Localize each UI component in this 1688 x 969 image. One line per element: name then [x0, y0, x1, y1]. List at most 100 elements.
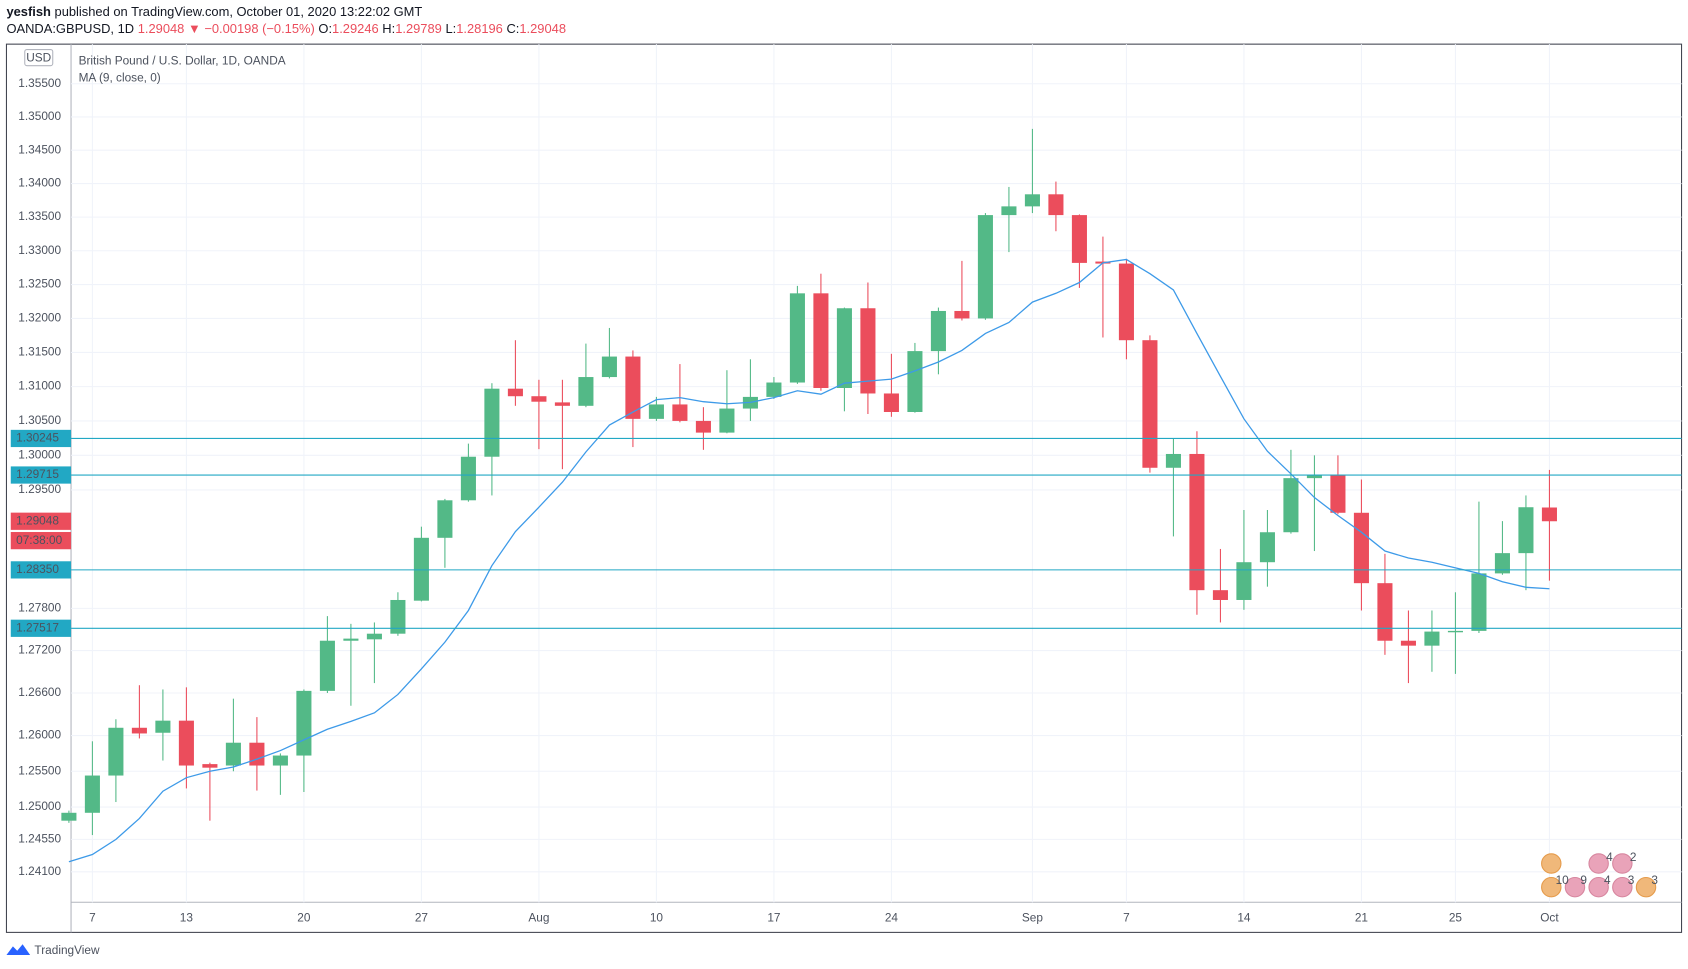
hline-label: 1.30245: [16, 431, 59, 445]
candle-body: [437, 500, 453, 538]
candle-body: [1165, 453, 1181, 468]
candle-body: [1048, 194, 1064, 216]
countdown-label: 07:38:00: [16, 533, 62, 547]
events: 4 2 10 9 4 3 3: [1541, 850, 1658, 898]
symbol: OANDA:GBPUSD, 1D: [6, 22, 134, 37]
event-icon: [1588, 853, 1609, 874]
chart-title: British Pound / U.S. Dollar, 1D, OANDA: [79, 53, 286, 67]
legend-entry: MA (9, close, 0): [79, 71, 161, 85]
candle-body: [1400, 640, 1416, 646]
brand: TradingView: [34, 943, 100, 957]
last-price-bg: [10, 512, 72, 530]
candle-body: [225, 742, 241, 766]
author: yesfish: [6, 4, 51, 19]
brand-logo: [6, 944, 31, 956]
event-icon: [1541, 876, 1562, 898]
candle-body: [202, 764, 218, 768]
frame: [5, 43, 1683, 933]
change: ▼ −0.00198 (−0.15%): [188, 22, 315, 37]
x-tick-label: Sep: [1022, 911, 1043, 925]
event-count: 2: [1630, 850, 1637, 864]
hline-label-bg: [10, 466, 72, 484]
hline-label-bg: [10, 429, 72, 448]
candle-body: [883, 393, 899, 412]
candle-body: [249, 742, 265, 766]
candle-body: [601, 356, 617, 378]
event-icon: [1541, 853, 1562, 874]
candle-body: [1541, 507, 1557, 522]
candle-body: [1447, 630, 1463, 633]
x-tick-label: 17: [767, 911, 780, 925]
y-tick-label: 1.29500: [18, 482, 61, 496]
y-tick-label: 1.31000: [18, 379, 61, 393]
candle-body: [507, 388, 523, 397]
event-count: 10: [1556, 873, 1570, 887]
event-icon: [1635, 876, 1657, 898]
candle-body: [860, 308, 876, 394]
x-tick-label: 7: [89, 911, 96, 925]
candle-body: [1283, 478, 1299, 533]
last: 1.29048: [138, 22, 185, 37]
candle-body: [1142, 340, 1158, 468]
hline-label-bg: [10, 561, 72, 579]
x-tick-label: 7: [1123, 911, 1130, 925]
candle-body: [460, 456, 476, 501]
candle-body: [296, 690, 312, 756]
candle-body: [1212, 590, 1228, 600]
candle-body: [813, 293, 829, 388]
y-tick-label: 1.24550: [18, 832, 61, 846]
candle-body: [531, 396, 547, 402]
event-icon: [1612, 876, 1633, 898]
x-tick-label: 24: [885, 911, 899, 925]
x-tick-label: Oct: [1540, 911, 1559, 925]
candle-body: [343, 638, 359, 641]
y-tick-label: 1.34500: [18, 142, 61, 156]
hline-label: 1.29715: [16, 467, 59, 481]
candle-body: [672, 404, 688, 421]
currency-box: [24, 48, 54, 67]
candle-body: [366, 633, 382, 640]
y-tick-label: 1.30500: [18, 413, 61, 427]
candle-body: [1024, 194, 1040, 207]
countdown-bg: [10, 532, 72, 550]
y-tick-label: 1.32500: [18, 277, 61, 291]
candle-body: [61, 812, 77, 821]
x-tick-label: 21: [1355, 911, 1368, 925]
candle-body: [1330, 474, 1346, 513]
ohlc-value: 1.29789: [395, 22, 442, 37]
hline-label: 1.27517: [16, 620, 59, 634]
candle-body: [578, 377, 594, 406]
y-tick-label: 1.30000: [18, 447, 61, 461]
ohlc-value: 1.29048: [519, 22, 566, 37]
candle-body: [907, 351, 923, 412]
x-tick-label: 14: [1237, 911, 1251, 925]
y-tick-label: 1.27800: [18, 601, 61, 615]
candle-body: [954, 310, 970, 319]
axis-labels: 1.35500 1.35000 1.34500 1.34000 1.33500 1.330…: [10, 76, 1559, 925]
candle-body: [1118, 263, 1134, 341]
candle-body: [131, 727, 147, 734]
candle-body: [625, 356, 641, 419]
y-tick-label: 1.25500: [18, 763, 61, 777]
candle-body: [1518, 507, 1534, 554]
x-tick-label: Aug: [528, 911, 549, 925]
ohlc-key: C:: [506, 22, 519, 37]
candle-body: [1353, 512, 1369, 584]
y-tick-label: 1.27200: [18, 643, 61, 657]
ohlc-value: 1.28196: [456, 22, 503, 37]
y-tick-label: 1.34000: [18, 176, 61, 190]
candle-body: [766, 382, 782, 397]
event-count: 3: [1651, 873, 1658, 887]
currency: USD: [26, 50, 51, 64]
x-tick-label: 20: [297, 911, 311, 925]
grid: [71, 44, 1682, 903]
x-tick-label: 10: [650, 911, 664, 925]
candle-body: [1259, 532, 1275, 563]
candle-body: [390, 599, 406, 634]
x-tick-label: 25: [1449, 911, 1463, 925]
published: published on TradingView.com, October 01…: [55, 4, 423, 19]
candle-body: [695, 420, 711, 433]
ohlc-key: H:: [382, 22, 395, 37]
ma-line: [68, 258, 1550, 863]
